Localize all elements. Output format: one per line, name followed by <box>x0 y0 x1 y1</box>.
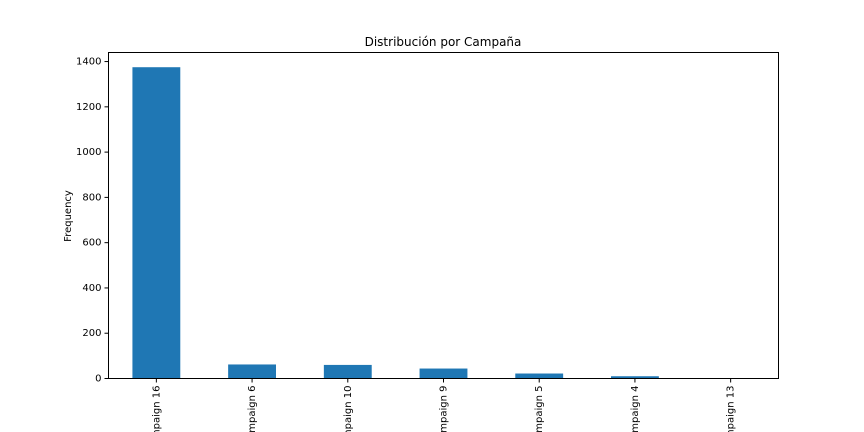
bar-1 <box>228 364 276 379</box>
bar-2 <box>323 364 372 379</box>
y-tick-label-7: 1400 <box>76 57 101 68</box>
chart-title: Distribución por Campaña <box>365 35 522 49</box>
x-tick-label-0: mpaign 16 <box>151 386 162 432</box>
x-ticks-group: mpaign 16 mpaign 6 npaign 10 mpaign 9 mpaign… <box>151 378 737 432</box>
x-tick-label-6: mpaign 13 <box>726 386 737 432</box>
bar-3 <box>419 368 468 379</box>
y-tick-label-2: 400 <box>82 283 101 294</box>
bar-4 <box>515 373 564 379</box>
bars-group <box>132 67 755 379</box>
x-tick-label-2: npaign 10 <box>343 386 354 432</box>
y-ticks-group: 0 200 400 600 800 1000 1200 1400 <box>76 57 109 385</box>
x-tick-label-5: mpaign 4 <box>630 386 641 432</box>
y-tick-label-4: 800 <box>82 192 101 203</box>
plot-frame <box>108 52 779 379</box>
x-tick-label-1: mpaign 6 <box>247 386 258 432</box>
x-tick-label-4: mpaign 5 <box>534 386 545 432</box>
y-tick-label-0: 0 <box>95 374 101 385</box>
y-axis-label: Frequency <box>63 190 74 242</box>
x-tick-label-3: mpaign 9 <box>439 386 450 432</box>
bar-0 <box>132 67 181 379</box>
y-tick-label-5: 1000 <box>76 147 101 158</box>
y-tick-label-3: 600 <box>82 238 101 249</box>
y-tick-label-6: 1200 <box>76 102 101 113</box>
y-tick-label-1: 200 <box>82 328 101 339</box>
bar-5 <box>611 376 659 379</box>
